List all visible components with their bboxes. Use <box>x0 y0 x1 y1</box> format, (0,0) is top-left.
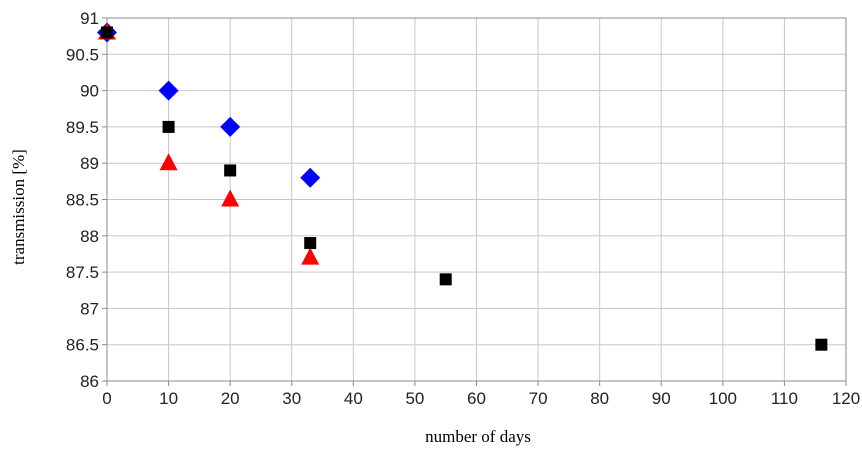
x-tick-label: 110 <box>771 389 798 408</box>
square-point <box>304 237 317 250</box>
x-tick-label: 10 <box>159 389 178 408</box>
x-tick-label: 80 <box>590 389 609 408</box>
y-tick-label: 88 <box>80 227 99 246</box>
y-tick-label: 89 <box>80 154 99 173</box>
x-tick-label: 90 <box>652 389 671 408</box>
y-tick-label: 87.5 <box>66 263 99 282</box>
y-axis-ticks: 86 86.5 87 87.5 88 88.5 89 89.5 90 90.5 91 <box>66 9 107 391</box>
square-point <box>224 164 237 177</box>
grid-lines <box>107 18 846 381</box>
y-tick-label: 90.5 <box>66 45 99 64</box>
y-tick-label: 90 <box>80 82 99 101</box>
x-tick-label: 40 <box>344 389 363 408</box>
x-tick-label: 50 <box>405 389 424 408</box>
x-tick-label: 20 <box>221 389 240 408</box>
x-tick-label: 0 <box>102 389 111 408</box>
triangle-point <box>159 153 178 171</box>
y-tick-label: 87 <box>80 299 99 318</box>
y-tick-label: 89.5 <box>66 118 99 137</box>
diamond-point <box>220 116 241 137</box>
x-tick-label: 120 <box>832 389 860 408</box>
y-tick-label: 86 <box>80 372 99 391</box>
square-point <box>815 338 828 351</box>
square-point <box>101 26 113 39</box>
triangle-point <box>301 247 320 265</box>
x-tick-label: 60 <box>467 389 486 408</box>
x-tick-label: 70 <box>529 389 548 408</box>
data-points <box>97 22 828 351</box>
square-point <box>162 120 175 133</box>
triangle-point <box>221 189 240 207</box>
y-tick-label: 88.5 <box>66 191 99 210</box>
y-axis-title: transmission [%] <box>9 149 28 265</box>
x-axis-ticks: 0 10 20 30 40 50 60 70 80 90 100 110 120 <box>102 381 860 408</box>
diamond-point <box>300 167 321 188</box>
diamond-point <box>158 80 179 101</box>
square-point <box>439 273 452 286</box>
x-tick-label: 100 <box>709 389 737 408</box>
x-tick-label: 30 <box>282 389 301 408</box>
y-tick-label: 91 <box>80 9 99 28</box>
y-tick-label: 86.5 <box>66 336 99 355</box>
x-axis-title: number of days <box>425 427 531 446</box>
